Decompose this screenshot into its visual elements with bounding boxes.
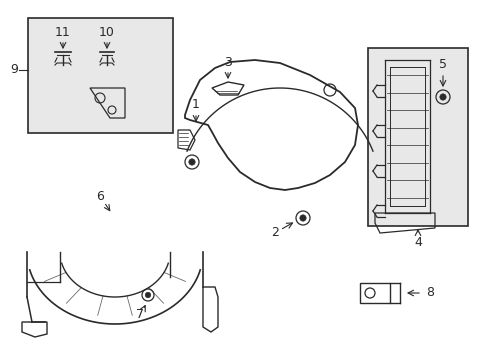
Text: 3: 3 (224, 55, 231, 68)
Text: 6: 6 (96, 189, 104, 202)
Text: 2: 2 (270, 225, 278, 238)
Bar (367, 48, 467, 226)
Circle shape (188, 159, 195, 165)
Text: 5: 5 (438, 58, 446, 72)
Text: 1: 1 (192, 99, 200, 112)
Text: 11: 11 (55, 27, 71, 40)
Text: 10: 10 (99, 27, 115, 40)
Circle shape (145, 292, 150, 298)
Circle shape (439, 94, 445, 100)
Circle shape (299, 215, 305, 221)
Text: 4: 4 (413, 235, 421, 248)
Text: 9: 9 (10, 63, 18, 76)
Bar (28, 18, 173, 133)
Text: 8: 8 (425, 287, 433, 300)
Text: 7: 7 (136, 309, 143, 321)
